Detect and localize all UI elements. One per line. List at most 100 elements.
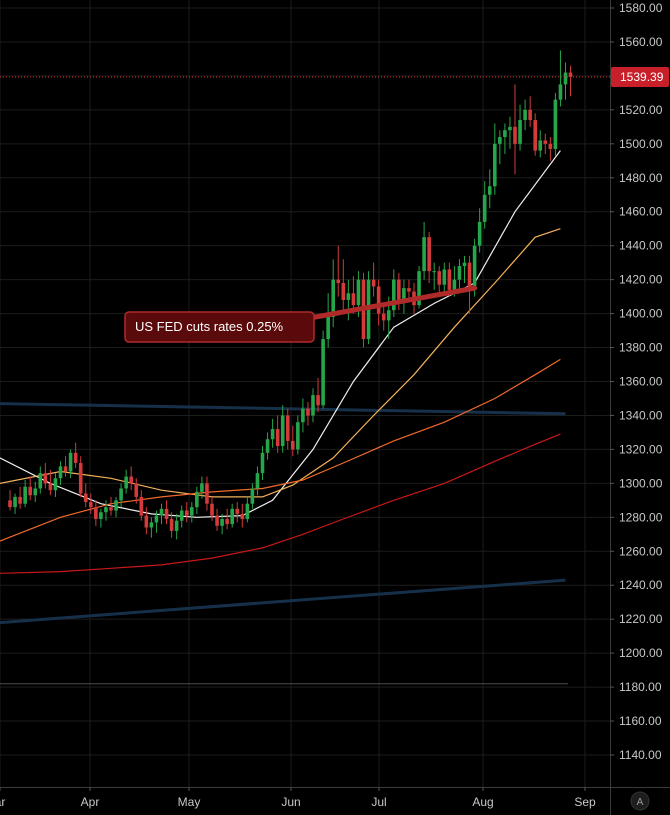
candle-body [442,269,447,285]
candle-body [386,310,391,321]
last-price-tag: 1539.39 [611,66,669,87]
time-axis[interactable]: ar Apr May Jun Jul Aug Sep [0,787,596,809]
candle-body [402,288,406,301]
price-axis-label: 1180.00 [619,680,662,694]
candle-body [159,508,164,516]
auto-scale-button[interactable]: A [630,791,650,811]
trendline[interactable] [0,578,566,625]
time-axis-label: Sep [574,795,596,809]
price-axis-label: 1420.00 [619,273,663,287]
last-price-tag-box [611,66,669,87]
candle-body [381,313,386,321]
price-axis-label: 1280.00 [619,510,663,524]
auto-scale-circle[interactable] [630,791,650,811]
candle-body [89,502,93,508]
candle-body [553,99,558,149]
price-axis-label: 1500.00 [619,137,663,151]
candle-body [296,422,300,450]
price-axis-label: 1240.00 [619,578,663,592]
price-axis-label: 1220.00 [619,612,663,626]
price-axis-label: 1340.00 [619,408,663,422]
candle-body [437,271,442,285]
price-axis-label: 1480.00 [619,171,663,185]
candle-body [301,408,305,423]
price-axis-label: 1580.00 [619,1,663,15]
last-price-value: 1539.39 [620,70,664,84]
candle-body [53,478,58,491]
candle-body [48,483,53,491]
candle-body [58,466,63,479]
candle-body [392,279,396,311]
candle-body [174,520,179,531]
candle-body [215,515,219,526]
candle-body [331,279,335,317]
price-axis[interactable]: 1580.001560.001540.001520.001500.001480.… [610,1,663,762]
candle-body [179,510,184,521]
candle-body [467,262,472,290]
time-axis-label: ar [0,795,5,809]
time-axis-panel [0,787,670,815]
candle-body [144,515,149,528]
candle-body [99,512,103,520]
candle-body [432,271,436,273]
candle-body [169,519,174,531]
price-axis-label: 1460.00 [619,205,663,219]
candle-body [104,507,108,513]
candle-body [518,120,522,144]
candle-body [316,395,320,406]
candle-body [190,507,194,516]
candle-body [543,140,548,144]
price-axis-label: 1360.00 [619,375,663,389]
candle-body [447,269,452,290]
candle-body [245,503,250,520]
candle-body [371,279,376,287]
time-axis-label: Apr [81,795,100,809]
candle-body [376,286,381,314]
callout-pointer [307,285,478,321]
candle-body [260,452,265,474]
callout-text: US FED cuts rates 0.25% [135,319,284,334]
candle-body [78,462,83,494]
candle-body [351,293,356,306]
candle-body [124,476,128,489]
candle-body [493,143,497,187]
candle-body [43,473,48,484]
candle-body [18,496,22,504]
candle-body [280,415,285,447]
price-axis-label: 1260.00 [619,544,663,558]
candle-body [558,84,563,100]
candle-body [563,72,568,85]
candle-body [311,395,315,416]
candle-body [321,339,325,406]
candle-body [33,488,38,496]
annotation-callout[interactable]: US FED cuts rates 0.25% [124,285,478,343]
price-axis-label: 1440.00 [619,239,663,253]
callout-box[interactable] [124,311,315,343]
candle-body [341,283,346,301]
candle-body [326,316,330,340]
candle-body [346,293,351,301]
candle-body [462,262,467,267]
candle-body [225,519,229,525]
candle-body [230,508,234,525]
candle-body [255,473,260,489]
candle-body [487,186,492,195]
candle-body [38,473,43,489]
candle-body [397,279,401,301]
candle-body [407,288,411,292]
price-axis-panel [610,0,670,815]
candle-body [523,109,527,121]
candle-body [114,500,118,511]
candle-body [533,120,537,151]
candle-body [8,500,12,508]
candle-body [250,488,255,504]
candle-body [568,72,573,77]
candle-body [452,279,457,290]
candle-body [477,221,482,246]
candle-body [538,140,543,151]
candle-body [513,126,517,144]
price-axis-label: 1400.00 [619,307,663,321]
candle-body [119,488,123,501]
